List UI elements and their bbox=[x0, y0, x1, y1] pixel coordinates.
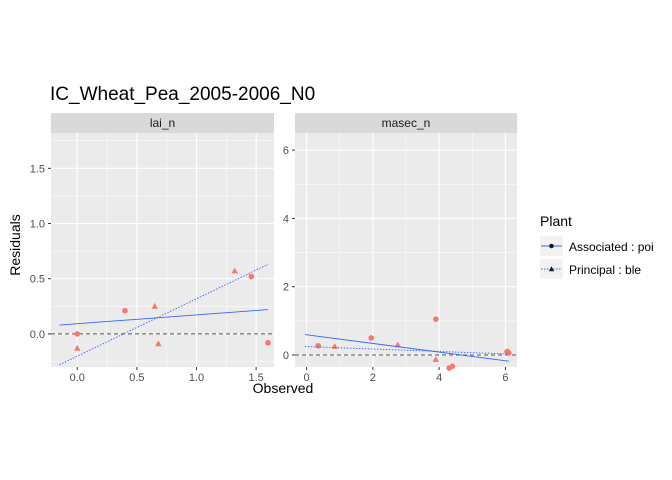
legend-label-principal: Principal : ble bbox=[569, 263, 641, 277]
x-tick-label: 0.0 bbox=[70, 372, 85, 384]
y-axis-label: Residuals bbox=[7, 214, 23, 275]
legend-item-associated: Associated : poi bbox=[540, 236, 654, 256]
x-tick-label: 0.5 bbox=[129, 372, 144, 384]
y-tick-label: 2 bbox=[283, 282, 289, 294]
point-associated bbox=[368, 335, 375, 341]
legend-title: Plant bbox=[540, 213, 572, 229]
point-associated bbox=[433, 316, 439, 322]
fit-line-principal bbox=[304, 346, 509, 355]
point-principal bbox=[394, 341, 401, 348]
point-associated bbox=[122, 307, 128, 314]
fit-line-associated bbox=[304, 334, 509, 362]
chart-title: IC_Wheat_Pea_2005-2006_N0 bbox=[50, 84, 315, 105]
fit-line-associated bbox=[59, 309, 269, 326]
x-axis-label: Observed bbox=[253, 380, 314, 396]
y-tick-label: 0.5 bbox=[30, 274, 45, 286]
y-tick-label: 4 bbox=[283, 213, 289, 225]
y-tick-label: 1.5 bbox=[30, 163, 45, 175]
point-associated bbox=[265, 339, 271, 346]
point-associated bbox=[74, 331, 81, 337]
facet-strip bbox=[51, 113, 274, 133]
y-tick-label: 6 bbox=[283, 145, 289, 157]
legend-circle-marker bbox=[549, 243, 554, 249]
point-principal bbox=[151, 302, 158, 309]
legend-label-associated: Associated : poi bbox=[569, 240, 654, 254]
fit-line-principal bbox=[59, 263, 269, 366]
legend: Plant Associated : poi Principal : ble bbox=[540, 213, 654, 279]
panel-lai-n: lai_n 0.0 0.5 1.0 1.5 0.0 0.5 1.0 1.5 bbox=[30, 113, 274, 384]
x-tick-label: 1.5 bbox=[248, 372, 263, 384]
x-tick-label: 2 bbox=[370, 372, 376, 384]
facet-strip bbox=[295, 113, 517, 133]
x-tick-label: 1.0 bbox=[189, 372, 204, 384]
point-principal bbox=[74, 344, 81, 351]
x-tick-label: 6 bbox=[502, 372, 508, 384]
legend-item-principal: Principal : ble bbox=[540, 259, 641, 279]
x-tick-label: 0 bbox=[304, 372, 310, 384]
y-tick-label: 1.0 bbox=[30, 219, 45, 231]
x-tick-label: 4 bbox=[436, 372, 442, 384]
point-principal bbox=[432, 356, 440, 362]
y-tick-label: 0.0 bbox=[30, 329, 45, 341]
point-principal bbox=[231, 267, 238, 274]
facet-panels: lai_n 0.0 0.5 1.0 1.5 0.0 0.5 1.0 1.5 masec_n 0 2 4 6… bbox=[30, 113, 517, 384]
point-principal bbox=[505, 348, 512, 355]
facet-strip-label: masec_n bbox=[382, 116, 431, 130]
panel-masec-n: masec_n 0 2 4 6 0 2 4 6 bbox=[283, 113, 517, 384]
legend-triangle-marker bbox=[548, 266, 555, 272]
y-tick-label: 0 bbox=[283, 350, 289, 362]
point-principal bbox=[155, 340, 162, 347]
point-associated bbox=[248, 273, 255, 280]
point-associated bbox=[449, 363, 456, 370]
facet-strip-label: lai_n bbox=[150, 116, 175, 130]
point-associated bbox=[315, 343, 321, 349]
panel-background bbox=[51, 133, 274, 367]
